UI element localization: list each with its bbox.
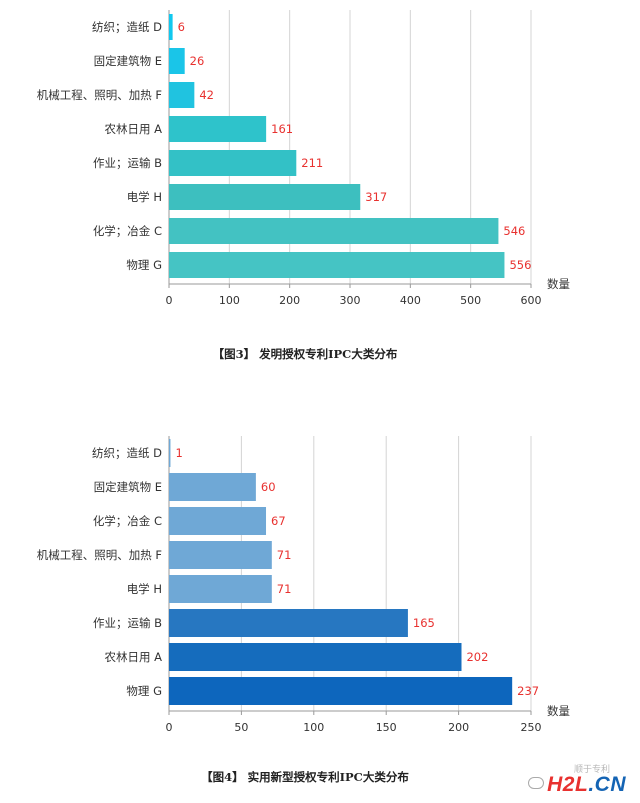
chart2-value-label: 237 [517,684,539,698]
chart1-bar [169,48,185,74]
chart1-bar [169,82,195,108]
chart2-bar [169,575,272,603]
chart1-category-label: 物理 G [126,258,162,272]
chart2-bar [169,609,408,637]
chart1-bar [169,184,361,210]
chart1-value-label: 556 [509,258,531,272]
chart1-value-label: 211 [301,156,323,170]
chart2-bar [169,541,272,569]
chart1-bar [169,14,173,40]
chart2-category-label: 物理 G [126,684,162,698]
chart1-caption: 【图3】 发明授权专利IPC大类分布 [213,347,398,361]
watermark-logo: H2L.CN [547,773,626,797]
chart2-value-label: 1 [175,446,182,460]
chart2-tick-label: 0 [166,721,173,734]
watermark-logo-h2l: H2L [547,773,589,796]
chart2-category-label: 纺织；造纸 D [92,446,162,460]
chart1-category-label: 电学 H [127,190,162,204]
chart2-bar [169,507,267,535]
chart2-bar [169,473,256,501]
chart2-category-label: 机械工程、照明、加热 F [37,548,162,562]
chart2-category-label: 化学；冶金 C [93,514,162,528]
chart1-category-label: 农林日用 A [104,122,162,136]
chart1-value-label: 317 [365,190,387,204]
chart1-tick-label: 400 [400,294,421,307]
chart2-bar [169,677,513,705]
chart2-tick-label: 100 [303,721,324,734]
chart2-category-label: 农林日用 A [104,650,162,664]
chart1-tick-label: 500 [460,294,481,307]
chart1-tick-label: 200 [279,294,300,307]
wechat-icon [528,777,544,789]
chart1-tick-label: 0 [166,294,173,307]
chart2-category-label: 电学 H [127,582,162,596]
chart1-value-label: 42 [199,88,214,102]
chart1-value-label: 6 [178,20,185,34]
chart1-category-label: 纺织；造纸 D [92,20,162,34]
chart1-category-label: 作业；运输 B [93,156,162,170]
chart1-value-label: 546 [503,224,525,238]
chart1-bar [169,116,267,142]
chart2-axis-unit: 数量 [547,704,570,718]
chart1-category-label: 化学；冶金 C [93,224,162,238]
watermark-logo-cn: .CN [588,773,626,796]
chart1-category-label: 固定建筑物 E [94,54,162,68]
chart2-category-label: 固定建筑物 E [94,480,162,494]
chart2-tick-label: 200 [448,721,469,734]
chart2-bar [169,643,462,671]
chart1-category-label: 机械工程、照明、加热 F [37,88,162,102]
chart1-bar [169,150,297,176]
chart2-value-label: 67 [271,514,286,528]
chart2-value-label: 60 [261,480,276,494]
chart2-bar [169,439,171,467]
chart1-value-label: 161 [271,122,293,136]
chart2-caption: 【图4】 实用新型授权专利IPC大类分布 [201,770,409,784]
watermark-subtext: 顺于专利 [573,765,610,775]
chart2-tick-label: 50 [234,721,248,734]
chart2-tick-label: 150 [376,721,397,734]
chart2-value-label: 165 [413,616,435,630]
chart1-tick-label: 100 [219,294,240,307]
chart1-axis-unit: 数量 [547,277,570,291]
chart1-bar [169,218,499,244]
chart1-tick-label: 600 [521,294,542,307]
chart1-tick-label: 300 [340,294,361,307]
chart2-value-label: 202 [466,650,488,664]
chart2-tick-label: 250 [521,721,542,734]
chart2-value-label: 71 [277,548,292,562]
chart2-category-label: 作业；运输 B [93,616,162,630]
chart1-bar [169,252,505,278]
chart2-value-label: 71 [277,582,292,596]
chart1-value-label: 26 [190,54,205,68]
